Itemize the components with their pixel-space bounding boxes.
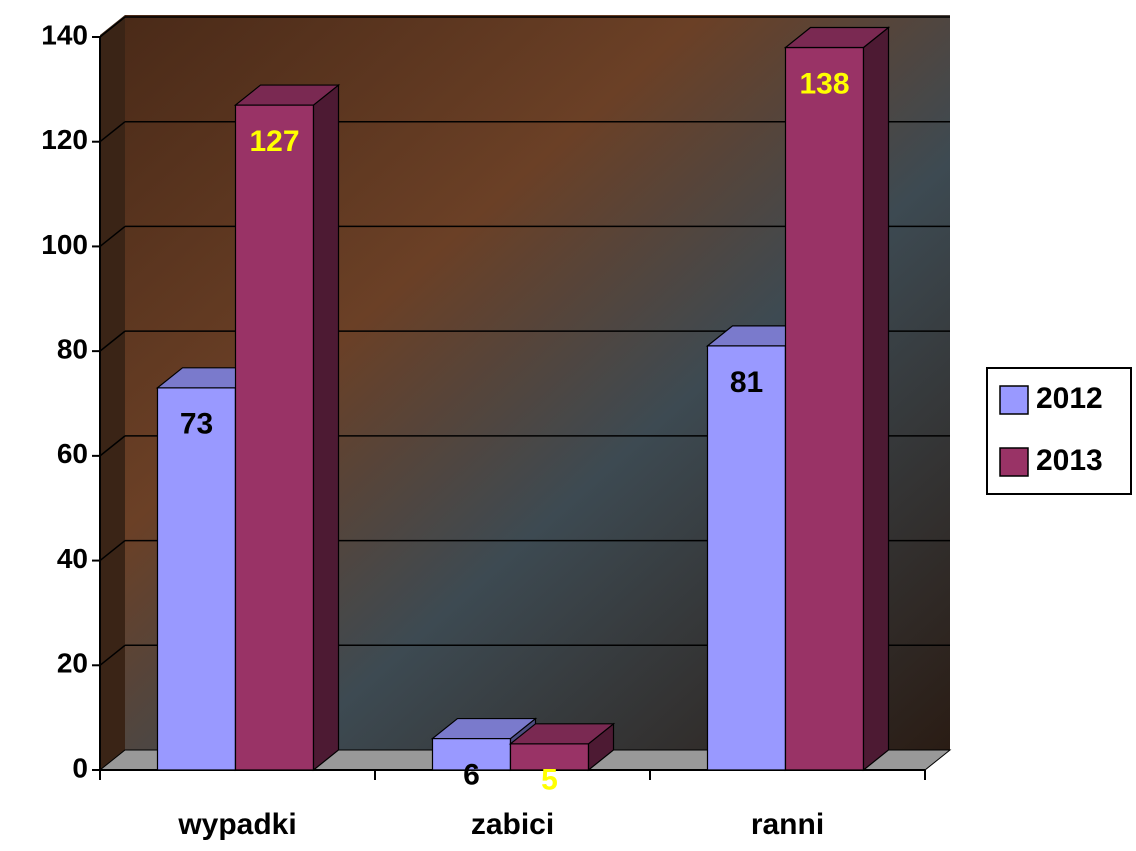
data-label: 138: [799, 67, 849, 100]
y-tick-label: 140: [41, 19, 88, 50]
grid-line: [99, 121, 126, 143]
bar-top: [233, 84, 341, 106]
bar-side: [862, 26, 890, 772]
y-tick-label: 20: [57, 648, 88, 679]
x-tick-label: wypadki: [177, 808, 296, 841]
data-label: 127: [249, 125, 299, 158]
y-tick-label: 120: [41, 124, 88, 155]
data-label: 73: [180, 408, 213, 441]
legend-swatch: [999, 385, 1029, 415]
bar: [783, 26, 891, 772]
bar-front: [156, 387, 237, 771]
x-tick-label: zabici: [471, 808, 554, 841]
legend-label: 2012: [1036, 382, 1103, 415]
grid-line: [99, 16, 126, 38]
data-label: 6: [463, 759, 480, 792]
grid-line: [99, 539, 126, 562]
legend-swatch: [999, 447, 1029, 477]
y-tick-label: 100: [41, 229, 88, 260]
legend-label: 2013: [1036, 444, 1103, 477]
bar-top: [783, 26, 891, 49]
grid-line: [99, 644, 126, 666]
bar-front: [784, 46, 865, 771]
x-tick-label: ranni: [751, 808, 824, 841]
grid-line: [99, 225, 126, 248]
y-tick-label: 40: [57, 543, 88, 574]
y-tick-label: 80: [57, 334, 88, 365]
bar-top: [430, 717, 538, 740]
bar: [508, 722, 616, 772]
grid-line: [99, 435, 126, 457]
data-label: 5: [541, 764, 558, 797]
bar-front: [706, 345, 787, 771]
y-tick-label: 60: [57, 438, 88, 469]
side-wall: [100, 15, 125, 770]
grid-line: [99, 330, 126, 352]
bar-top: [508, 723, 616, 745]
bar-front: [234, 104, 315, 771]
y-tick-label: 0: [72, 752, 88, 783]
bar: [233, 83, 341, 772]
bar-side: [312, 83, 340, 772]
data-label: 81: [730, 366, 763, 399]
